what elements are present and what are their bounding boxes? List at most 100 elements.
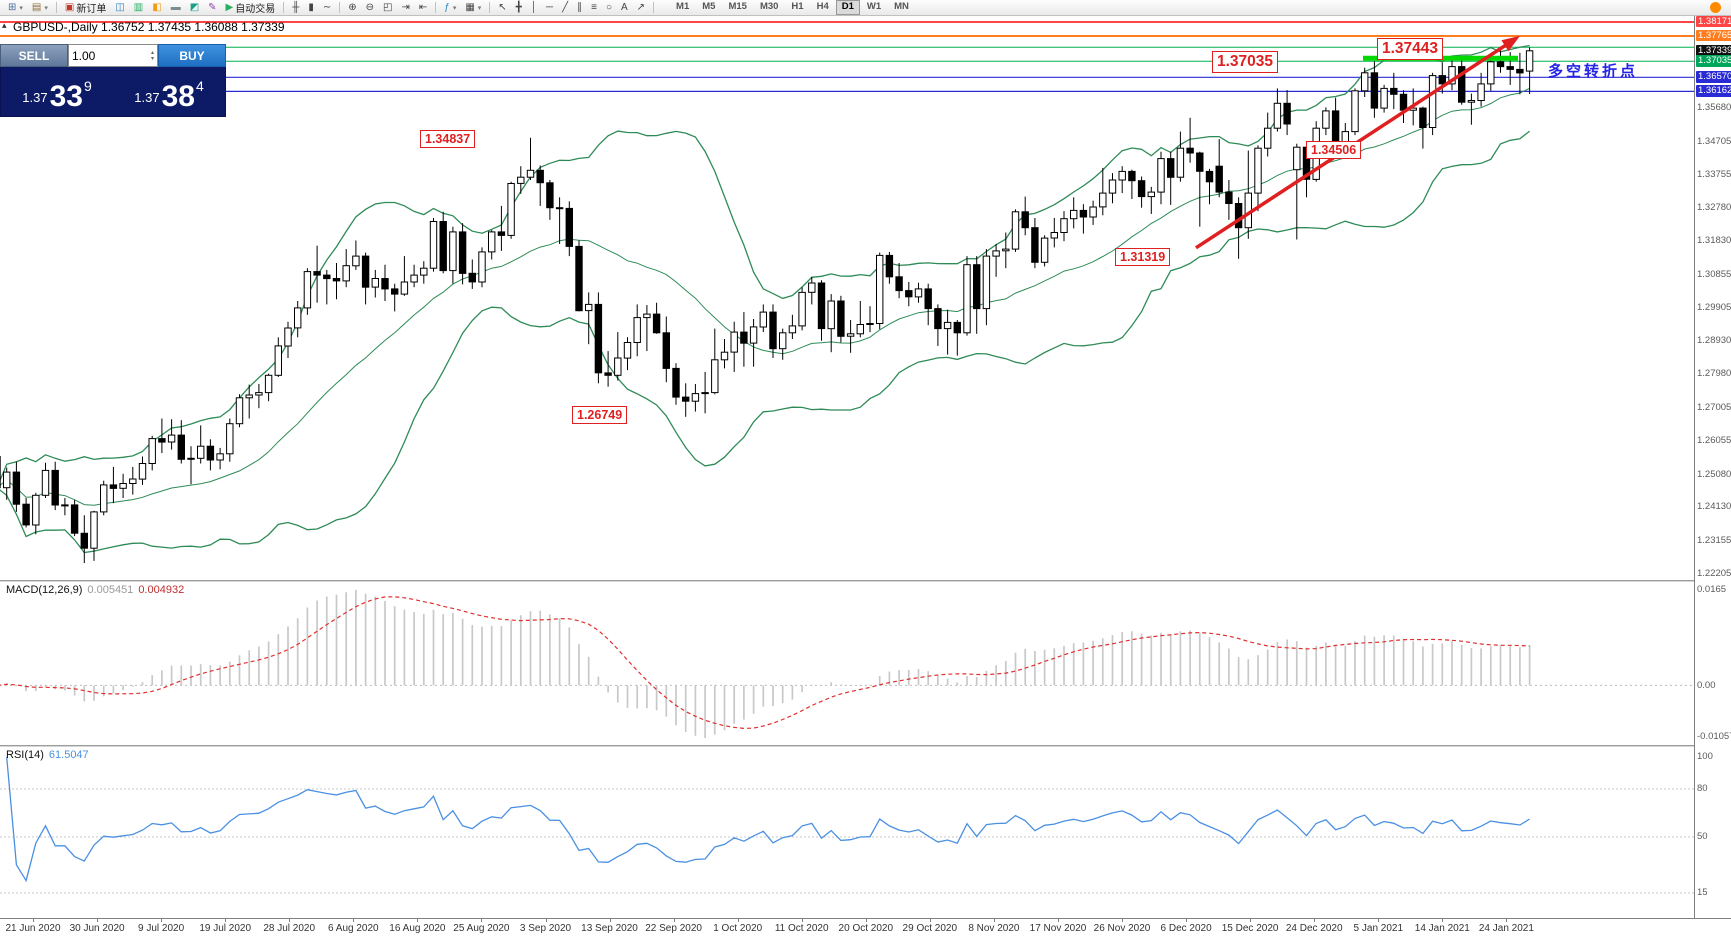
data-window-icon[interactable]: ▥ xyxy=(130,1,147,15)
candle-body xyxy=(158,438,166,443)
strategy-tester-icon[interactable]: ◩ xyxy=(186,1,203,15)
candle-body xyxy=(226,423,234,455)
candle-body xyxy=(197,445,205,459)
pane-separator[interactable] xyxy=(0,745,1731,747)
tile-windows-icon[interactable]: ◰ xyxy=(379,1,396,15)
timeframe-w1[interactable]: W1 xyxy=(866,1,882,13)
templates-icon[interactable]: ▦ ▾ xyxy=(461,1,485,15)
templates-icon-glyph: ▦ xyxy=(465,1,475,13)
candle-body xyxy=(274,345,283,376)
candle-body xyxy=(924,288,932,310)
templates-icon-caret[interactable]: ▾ xyxy=(477,4,482,12)
stepper-down-icon[interactable]: ▾ xyxy=(150,55,154,62)
metaeditor-icon[interactable]: ✎ xyxy=(204,1,220,15)
date-label: 24 Dec 2020 xyxy=(1285,923,1343,934)
stepper-up-icon[interactable]: ▴ xyxy=(150,49,154,56)
rsi-pane-canvas[interactable] xyxy=(0,747,1694,918)
profiles-icon-caret[interactable]: ▾ xyxy=(44,4,48,12)
candle-body xyxy=(1351,90,1359,133)
date-label: 1 Oct 2020 xyxy=(713,923,763,934)
timeframe-m1[interactable]: M1 xyxy=(676,1,690,13)
channel-icon[interactable]: ∥ xyxy=(573,1,586,15)
bid-price: 1.37 33 9 xyxy=(1,67,113,116)
volume-input[interactable]: 1.00 ▴ ▾ xyxy=(68,44,158,67)
time-axis[interactable]: 21 Jun 2020 30 Jun 2020 9 Jul 2020 19 Jul 2… xyxy=(0,918,1731,937)
timeframe-mn[interactable]: MN xyxy=(894,1,909,13)
time-axis-tick xyxy=(417,919,419,922)
profiles-icon[interactable]: ▤ ▾ xyxy=(28,1,52,15)
text-label-icon[interactable]: A xyxy=(617,1,632,15)
annotation-text[interactable]: 多空转折点 xyxy=(1548,63,1639,80)
shapes-icon[interactable]: ○ xyxy=(602,1,616,15)
timeframe-m15[interactable]: M15 xyxy=(728,1,747,13)
pane-separator[interactable] xyxy=(0,580,1731,582)
vertical-line-icon[interactable]: │ xyxy=(527,1,541,15)
candle-body xyxy=(51,469,59,506)
line-chart-icon[interactable]: ∼ xyxy=(319,1,335,15)
trend-arrow-head[interactable] xyxy=(1501,35,1520,52)
candle-body xyxy=(662,332,670,369)
candle-body xyxy=(837,300,845,337)
time-axis-tick xyxy=(993,919,995,922)
price-line-tag: 1.37339 xyxy=(1696,44,1731,57)
navigator-icon[interactable]: ◧ xyxy=(148,1,165,15)
timeframe-h4[interactable]: H4 xyxy=(816,1,829,13)
candle-body xyxy=(478,251,486,283)
candle-body xyxy=(22,503,30,526)
zoom-in-icon[interactable]: ⊕ xyxy=(344,1,360,15)
candle-body xyxy=(1467,100,1476,103)
new-order-button[interactable]: ▣ 新订单 xyxy=(61,1,110,15)
horizontal-line-icon[interactable]: ─ xyxy=(542,1,557,15)
candle-body xyxy=(943,321,952,330)
indicators-icon[interactable]: ƒ ▾ xyxy=(440,1,460,15)
candle-body xyxy=(730,331,738,353)
community-icon[interactable] xyxy=(1710,2,1721,13)
market-watch-icon[interactable]: ◫ xyxy=(111,1,128,15)
price-annotation[interactable]: 1.37443 xyxy=(1377,38,1444,60)
price-annotation[interactable]: 1.34837 xyxy=(420,130,476,149)
new-chart-icon-caret[interactable]: ▾ xyxy=(19,4,23,12)
trendline-icon[interactable]: ╱ xyxy=(558,1,572,15)
timeframe-m5[interactable]: M5 xyxy=(702,1,716,13)
price-annotation[interactable]: 1.34506 xyxy=(1306,141,1362,160)
price-axis[interactable]: 1.38171 1.37765 1.37339 1.37035 1.36570 1.361… xyxy=(1694,16,1731,918)
bar-chart-icon[interactable]: ╫ xyxy=(288,1,303,15)
fibonacci-icon[interactable]: ≡ xyxy=(587,1,601,15)
sell-button[interactable]: SELL xyxy=(0,44,68,67)
autotrading-button[interactable]: ▶ 自动交易 xyxy=(222,1,280,15)
candle-body xyxy=(565,207,573,247)
crosshair-icon[interactable]: ╋ xyxy=(512,1,526,15)
price-annotation[interactable]: 1.37035 xyxy=(1212,51,1279,73)
timeframe-h1[interactable]: H1 xyxy=(791,1,804,13)
time-axis-tick xyxy=(353,919,355,922)
chart-shift-icon[interactable]: ⇤ xyxy=(415,1,431,15)
toolbar-items: ⊞ ▾ ▤ ▾ ▣ 新订单 ◫ ▥ ◧ ▬ ◩ ✎ ▶ 自动交易 ╫ ▮ ∼ ⊕ ⊖ ◰ ⇥ ⇤ ƒ ▾ ▦ ▾ ↖ ╋ │ ─ ╱ ∥ ≡ ○ A… xyxy=(4,1,657,15)
candle-body xyxy=(1390,87,1398,95)
cursor-icon[interactable]: ↖ xyxy=(494,1,510,15)
time-axis-tick xyxy=(481,919,483,922)
arrows-tool-icon[interactable]: ↗ xyxy=(633,1,649,15)
main-chart-canvas[interactable] xyxy=(0,16,1694,580)
auto-scroll-icon[interactable]: ⇥ xyxy=(397,1,413,15)
date-label: 16 Aug 2020 xyxy=(389,923,446,934)
terminal-icon[interactable]: ▬ xyxy=(167,1,185,15)
timeframe-m30[interactable]: M30 xyxy=(759,1,779,13)
macd-pane-canvas[interactable] xyxy=(0,582,1694,745)
price-annotation[interactable]: 1.26749 xyxy=(572,406,628,425)
indicators-icon-caret[interactable]: ▾ xyxy=(452,4,457,12)
new-chart-icon[interactable]: ⊞ ▾ xyxy=(4,1,27,15)
bollinger-middle-band xyxy=(0,87,1530,506)
volume-stepper[interactable]: ▴ ▾ xyxy=(151,50,154,62)
indicators-icon-glyph: ƒ xyxy=(444,1,450,13)
shapes-icon-glyph: ○ xyxy=(605,1,612,13)
buy-button[interactable]: BUY xyxy=(158,44,226,67)
candle-body xyxy=(914,288,923,298)
panel-collapse-icon[interactable]: ▴ xyxy=(2,20,7,30)
zoom-out-icon[interactable]: ⊖ xyxy=(362,1,378,15)
candle-body xyxy=(691,393,700,402)
candle-body xyxy=(303,271,312,309)
candle-body xyxy=(1011,211,1020,250)
price-annotation[interactable]: 1.31319 xyxy=(1115,248,1171,267)
candlestick-icon[interactable]: ▮ xyxy=(304,1,318,15)
timeframe-d1[interactable]: D1 xyxy=(835,0,860,15)
